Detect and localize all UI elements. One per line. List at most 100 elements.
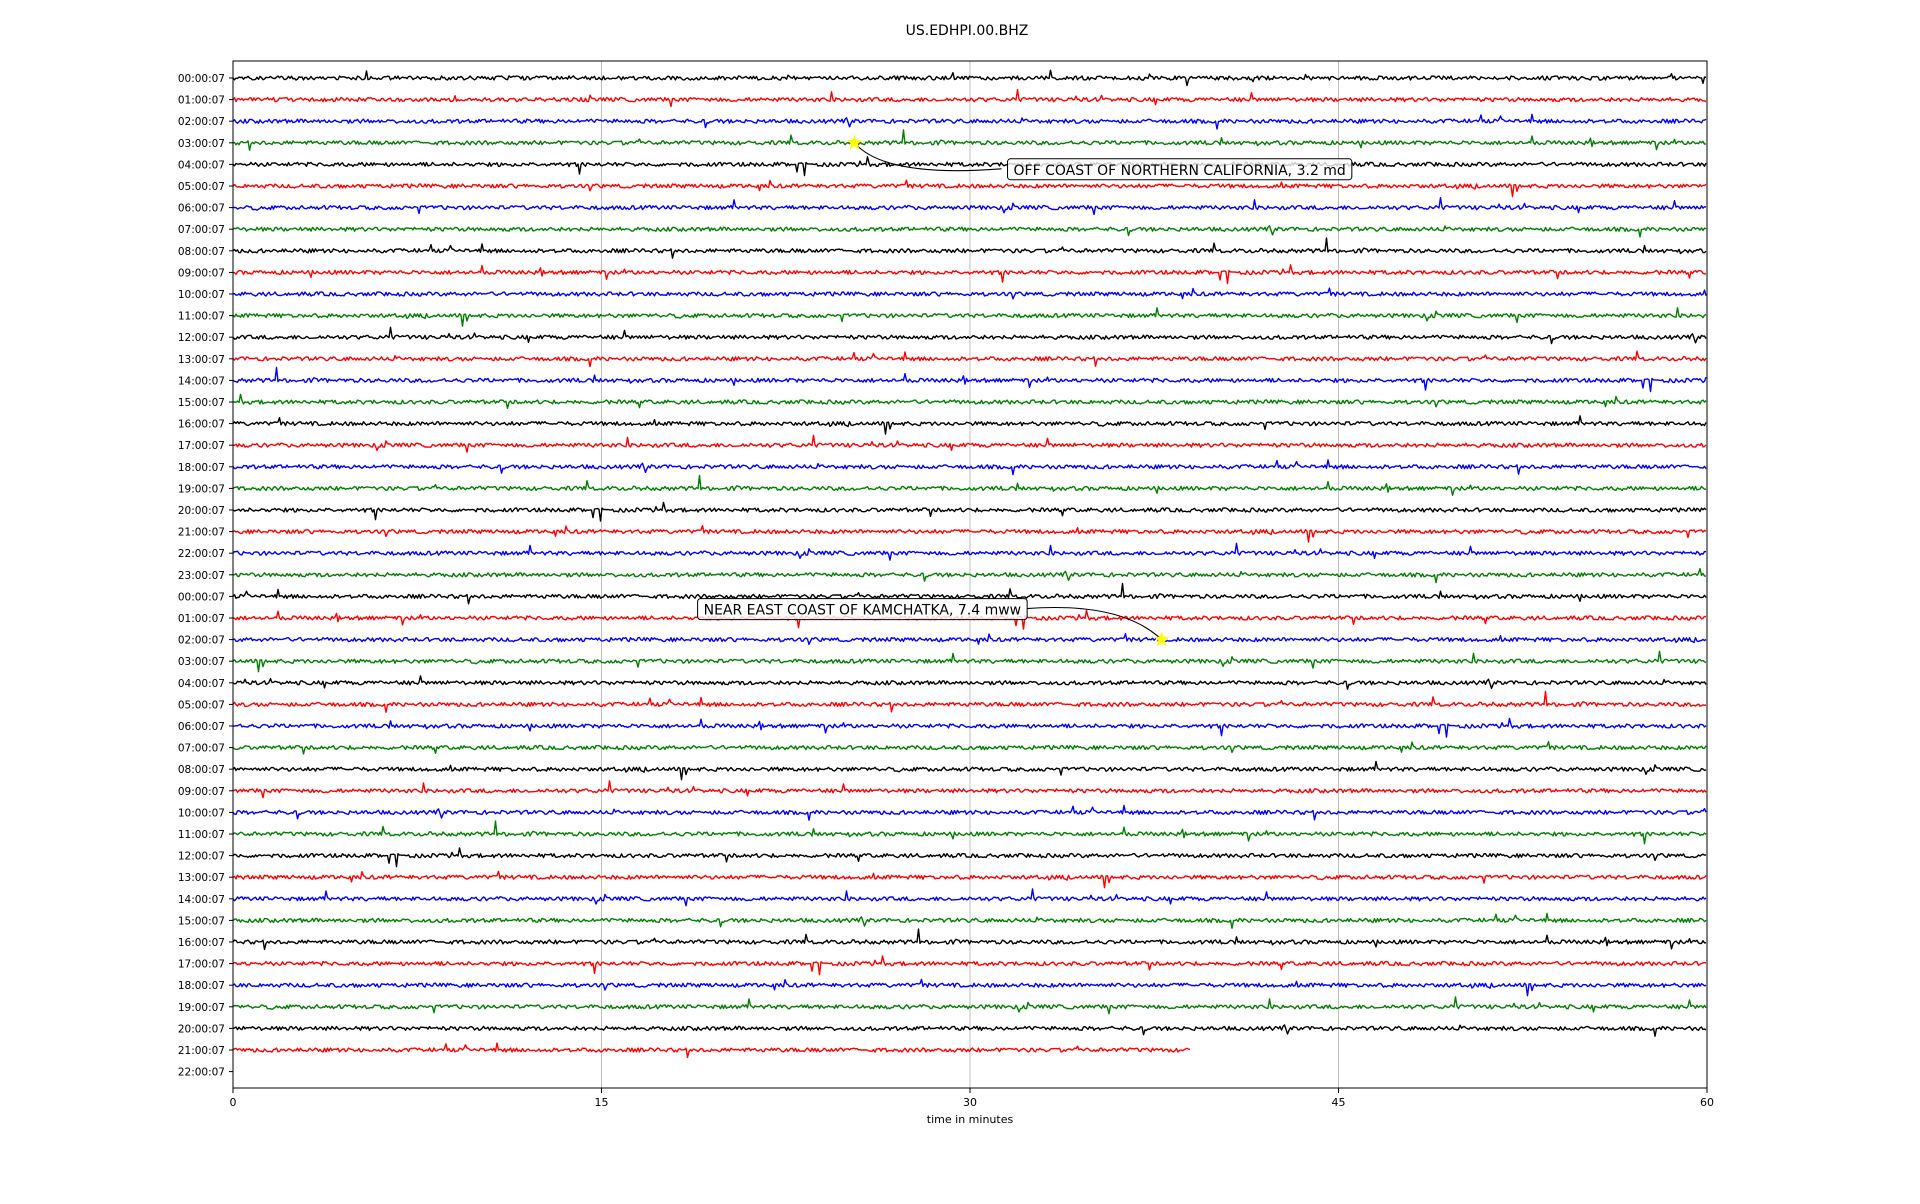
x-axis-label: time in minutes [927, 1113, 1014, 1126]
seismogram-trace [232, 780, 1707, 799]
seismogram-trace [232, 804, 1707, 821]
row-time-label: 12:00:07 [178, 851, 225, 863]
row-time-label: 23:00:07 [178, 570, 225, 582]
row-time-label: 06:00:07 [178, 203, 225, 215]
seismogram-trace [232, 326, 1707, 345]
event-star-marker [1153, 631, 1170, 647]
event-label: OFF COAST OF NORTHERN CALIFORNIA, 3.2 md [1014, 163, 1346, 179]
row-time-label: 13:00:07 [178, 354, 225, 366]
seismogram-trace [232, 129, 1707, 151]
x-axis-ticks: 0 15 30 45 60 [230, 1088, 1714, 1109]
seismogram-trace [232, 717, 1707, 738]
seismogram-trace [232, 415, 1707, 435]
seismogram-trace [232, 888, 1707, 907]
seismogram-trace [232, 675, 1707, 690]
row-time-label: 19:00:07 [178, 1002, 225, 1014]
row-time-label: 14:00:07 [178, 894, 225, 906]
event-label: NEAR EAST COAST OF KAMCHATKA, 7.4 mww [704, 603, 1022, 619]
row-time-label: 21:00:07 [178, 1045, 225, 1057]
row-time-label: 09:00:07 [178, 267, 225, 279]
row-time-labels: 00:00:07 01:00:07 02:00:07 03:00:07 04:00:07… [178, 73, 233, 1079]
trace-layer [232, 69, 1707, 1059]
row-time-label: 03:00:07 [178, 656, 225, 668]
seismogram-trace [232, 1042, 1191, 1059]
x-tick-label: 45 [1332, 1096, 1346, 1109]
row-time-label: 04:00:07 [178, 159, 225, 171]
row-time-label: 15:00:07 [178, 915, 225, 927]
seismogram-trace [232, 474, 1706, 496]
seismogram-trace [232, 179, 1707, 198]
row-time-label: 17:00:07 [178, 959, 225, 971]
seismogram-trace [232, 650, 1707, 673]
row-time-label: 16:00:07 [178, 937, 225, 949]
event-label-box [697, 598, 1028, 621]
row-time-label: 15:00:07 [178, 397, 225, 409]
seismogram-trace [232, 156, 1707, 177]
row-time-label: 07:00:07 [178, 224, 225, 236]
seismogram-trace [232, 69, 1707, 87]
plot-border [232, 60, 1708, 1089]
event-label-box [1007, 158, 1353, 181]
row-time-label: 18:00:07 [178, 980, 225, 992]
row-time-label: 01:00:07 [178, 613, 225, 625]
row-time-label: 09:00:07 [178, 786, 225, 798]
seismogram-trace [232, 366, 1707, 393]
seismogram-trace [232, 393, 1707, 409]
row-time-label: 05:00:07 [178, 699, 225, 711]
row-time-label: 04:00:07 [178, 678, 225, 690]
seismogram-trace [232, 225, 1707, 238]
chart-title: US.EDHPI.00.BHZ [906, 23, 1029, 39]
row-time-label: 12:00:07 [178, 332, 225, 344]
row-time-label: 08:00:07 [178, 764, 225, 776]
seismogram-trace [232, 89, 1707, 108]
event-star-marker [846, 134, 863, 150]
row-time-label: 01:00:07 [178, 95, 225, 107]
seismogram-trace [232, 350, 1707, 368]
row-time-label: 22:00:07 [178, 548, 225, 560]
row-time-label: 21:00:07 [178, 527, 225, 539]
row-time-label: 02:00:07 [178, 116, 225, 128]
row-time-label: 02:00:07 [178, 635, 225, 647]
seismogram-trace [232, 978, 1707, 997]
row-time-label: 10:00:07 [178, 807, 225, 819]
seismogram-trace [232, 820, 1707, 845]
x-tick-label: 0 [230, 1096, 237, 1109]
seismogram-trace [232, 847, 1707, 868]
row-time-label: 20:00:07 [178, 1023, 225, 1035]
row-time-label: 00:00:07 [178, 73, 225, 85]
seismogram-trace [232, 434, 1707, 453]
seismogram-trace [232, 113, 1707, 130]
seismogram-trace [232, 501, 1707, 522]
seismogram-trace [232, 237, 1707, 259]
row-time-label: 13:00:07 [178, 872, 225, 884]
seismogram-trace [232, 459, 1707, 476]
row-time-label: 11:00:07 [178, 829, 225, 841]
row-time-label: 19:00:07 [178, 483, 225, 495]
seismogram-trace [232, 996, 1707, 1015]
seismogram-trace [232, 1024, 1707, 1037]
seismogram-trace [232, 928, 1707, 951]
seismogram-trace [232, 567, 1706, 584]
row-time-label: 00:00:07 [178, 591, 225, 603]
row-time-label: 07:00:07 [178, 743, 225, 755]
row-time-label: 16:00:07 [178, 419, 225, 431]
x-tick-label: 60 [1700, 1096, 1714, 1109]
row-time-label: 05:00:07 [178, 181, 225, 193]
x-tick-label: 30 [963, 1096, 977, 1109]
row-time-label: 11:00:07 [178, 311, 225, 323]
seismogram-trace [232, 264, 1707, 285]
row-time-label: 08:00:07 [178, 246, 225, 258]
event-annotations: OFF COAST OF NORTHERN CALIFORNIA, 3.2 md… [697, 134, 1353, 647]
seismogram-trace [232, 582, 1707, 605]
seismogram-trace [232, 197, 1707, 216]
row-time-label: 17:00:07 [178, 440, 225, 452]
seismogram-trace [232, 690, 1707, 713]
row-time-label: 20:00:07 [178, 505, 225, 517]
row-time-label: 03:00:07 [178, 138, 225, 150]
seismogram-trace [232, 287, 1707, 300]
seismogram-trace [232, 955, 1707, 976]
row-time-label: 06:00:07 [178, 721, 225, 733]
row-time-label: 18:00:07 [178, 462, 225, 474]
